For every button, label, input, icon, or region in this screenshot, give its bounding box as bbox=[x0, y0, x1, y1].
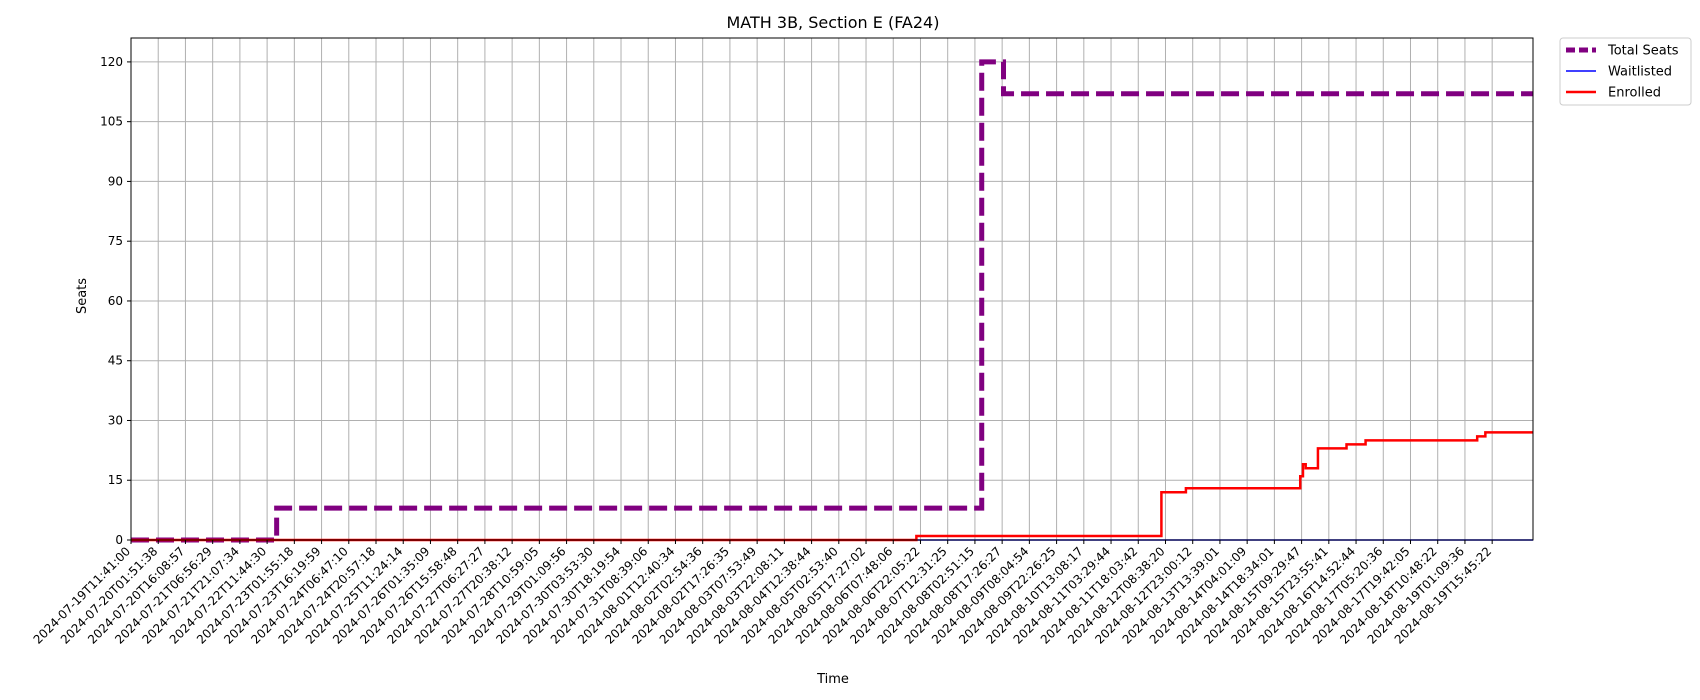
chart-title: MATH 3B, Section E (FA24) bbox=[727, 13, 940, 32]
plot-frame bbox=[130, 37, 1534, 541]
legend-label: Total Seats bbox=[1607, 44, 1679, 59]
legend-label: Enrolled bbox=[1608, 86, 1661, 101]
y-tick-label: 30 bbox=[108, 413, 123, 427]
legend-box bbox=[1559, 37, 1692, 106]
y-tick-label: 0 bbox=[115, 533, 123, 547]
y-tick-label: 105 bbox=[100, 115, 123, 129]
legend-label: Waitlisted bbox=[1608, 65, 1672, 80]
y-tick-label: 60 bbox=[108, 294, 123, 308]
legend: Total Seats Waitlisted Enrolled bbox=[1559, 37, 1692, 106]
y-tick-label: 90 bbox=[108, 174, 123, 188]
y-tick-label: 45 bbox=[108, 354, 123, 368]
y-axis-ticks: 0 15 30 45 60 75 90 105 120 bbox=[100, 55, 131, 547]
grid bbox=[130, 38, 1533, 541]
y-tick-label: 75 bbox=[108, 234, 123, 248]
x-axis-ticks: 2024-07-19T11:41:002024-07-20T01:51:3820… bbox=[31, 540, 1494, 647]
y-axis-label: Seats bbox=[75, 278, 90, 314]
series-line-total-seats bbox=[131, 59, 1533, 543]
series-line-enrolled bbox=[131, 431, 1533, 542]
x-axis-label: Time bbox=[816, 672, 849, 687]
y-tick-label: 120 bbox=[100, 55, 123, 69]
y-tick-label: 15 bbox=[108, 473, 123, 487]
